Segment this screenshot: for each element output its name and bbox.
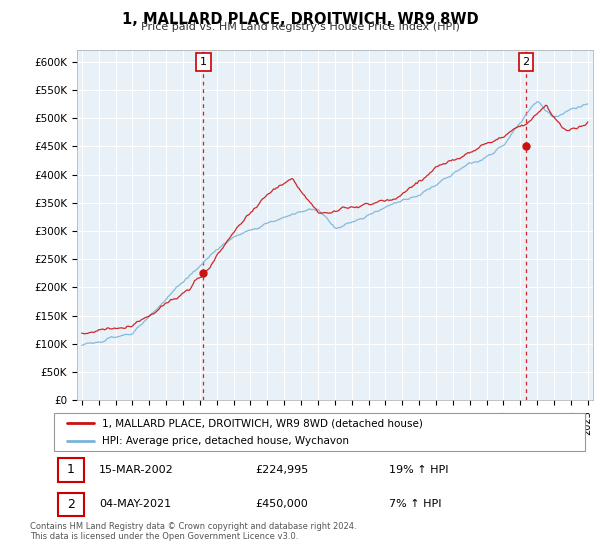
Text: 2: 2 [523,57,530,67]
Text: 15-MAR-2002: 15-MAR-2002 [99,465,174,475]
Text: 1, MALLARD PLACE, DROITWICH, WR9 8WD (detached house): 1, MALLARD PLACE, DROITWICH, WR9 8WD (de… [102,418,422,428]
Text: £224,995: £224,995 [256,465,309,475]
Text: 1, MALLARD PLACE, DROITWICH, WR9 8WD: 1, MALLARD PLACE, DROITWICH, WR9 8WD [122,12,478,27]
Text: Price paid vs. HM Land Registry's House Price Index (HPI): Price paid vs. HM Land Registry's House … [140,22,460,32]
Text: 7% ↑ HPI: 7% ↑ HPI [389,500,441,510]
FancyBboxPatch shape [58,458,84,482]
Text: 1: 1 [67,464,75,477]
Text: £450,000: £450,000 [256,500,308,510]
Text: Contains HM Land Registry data © Crown copyright and database right 2024.
This d: Contains HM Land Registry data © Crown c… [30,522,356,542]
Text: 19% ↑ HPI: 19% ↑ HPI [389,465,448,475]
Text: 1: 1 [200,57,207,67]
FancyBboxPatch shape [54,413,585,451]
FancyBboxPatch shape [58,493,84,516]
Text: 04-MAY-2021: 04-MAY-2021 [99,500,171,510]
Text: HPI: Average price, detached house, Wychavon: HPI: Average price, detached house, Wych… [102,436,349,446]
Text: 2: 2 [67,498,75,511]
